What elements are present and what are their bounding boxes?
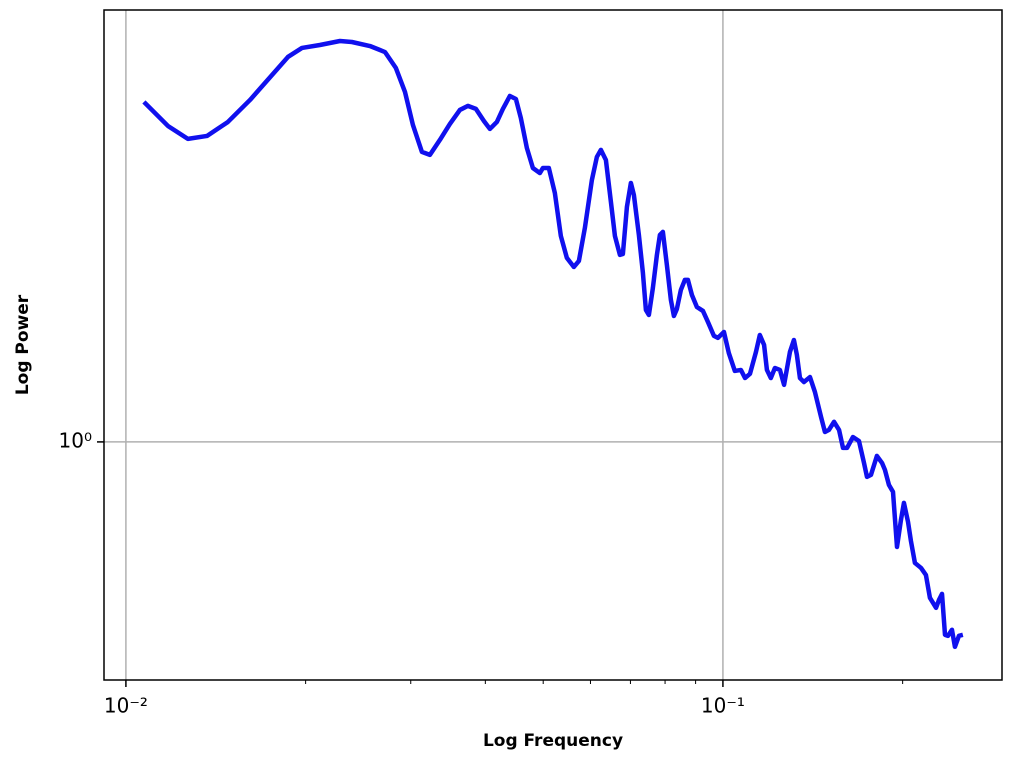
x-axis-label: Log Frequency	[483, 731, 623, 751]
plot-frame	[103, 9, 1003, 681]
y-axis-label: Log Power	[13, 294, 33, 395]
x-tick-label: 10⁻²	[104, 694, 148, 718]
data-line	[142, 38, 964, 650]
x-tick-label: 10⁻¹	[701, 694, 745, 718]
y-tick-label: 10⁰	[59, 428, 92, 452]
